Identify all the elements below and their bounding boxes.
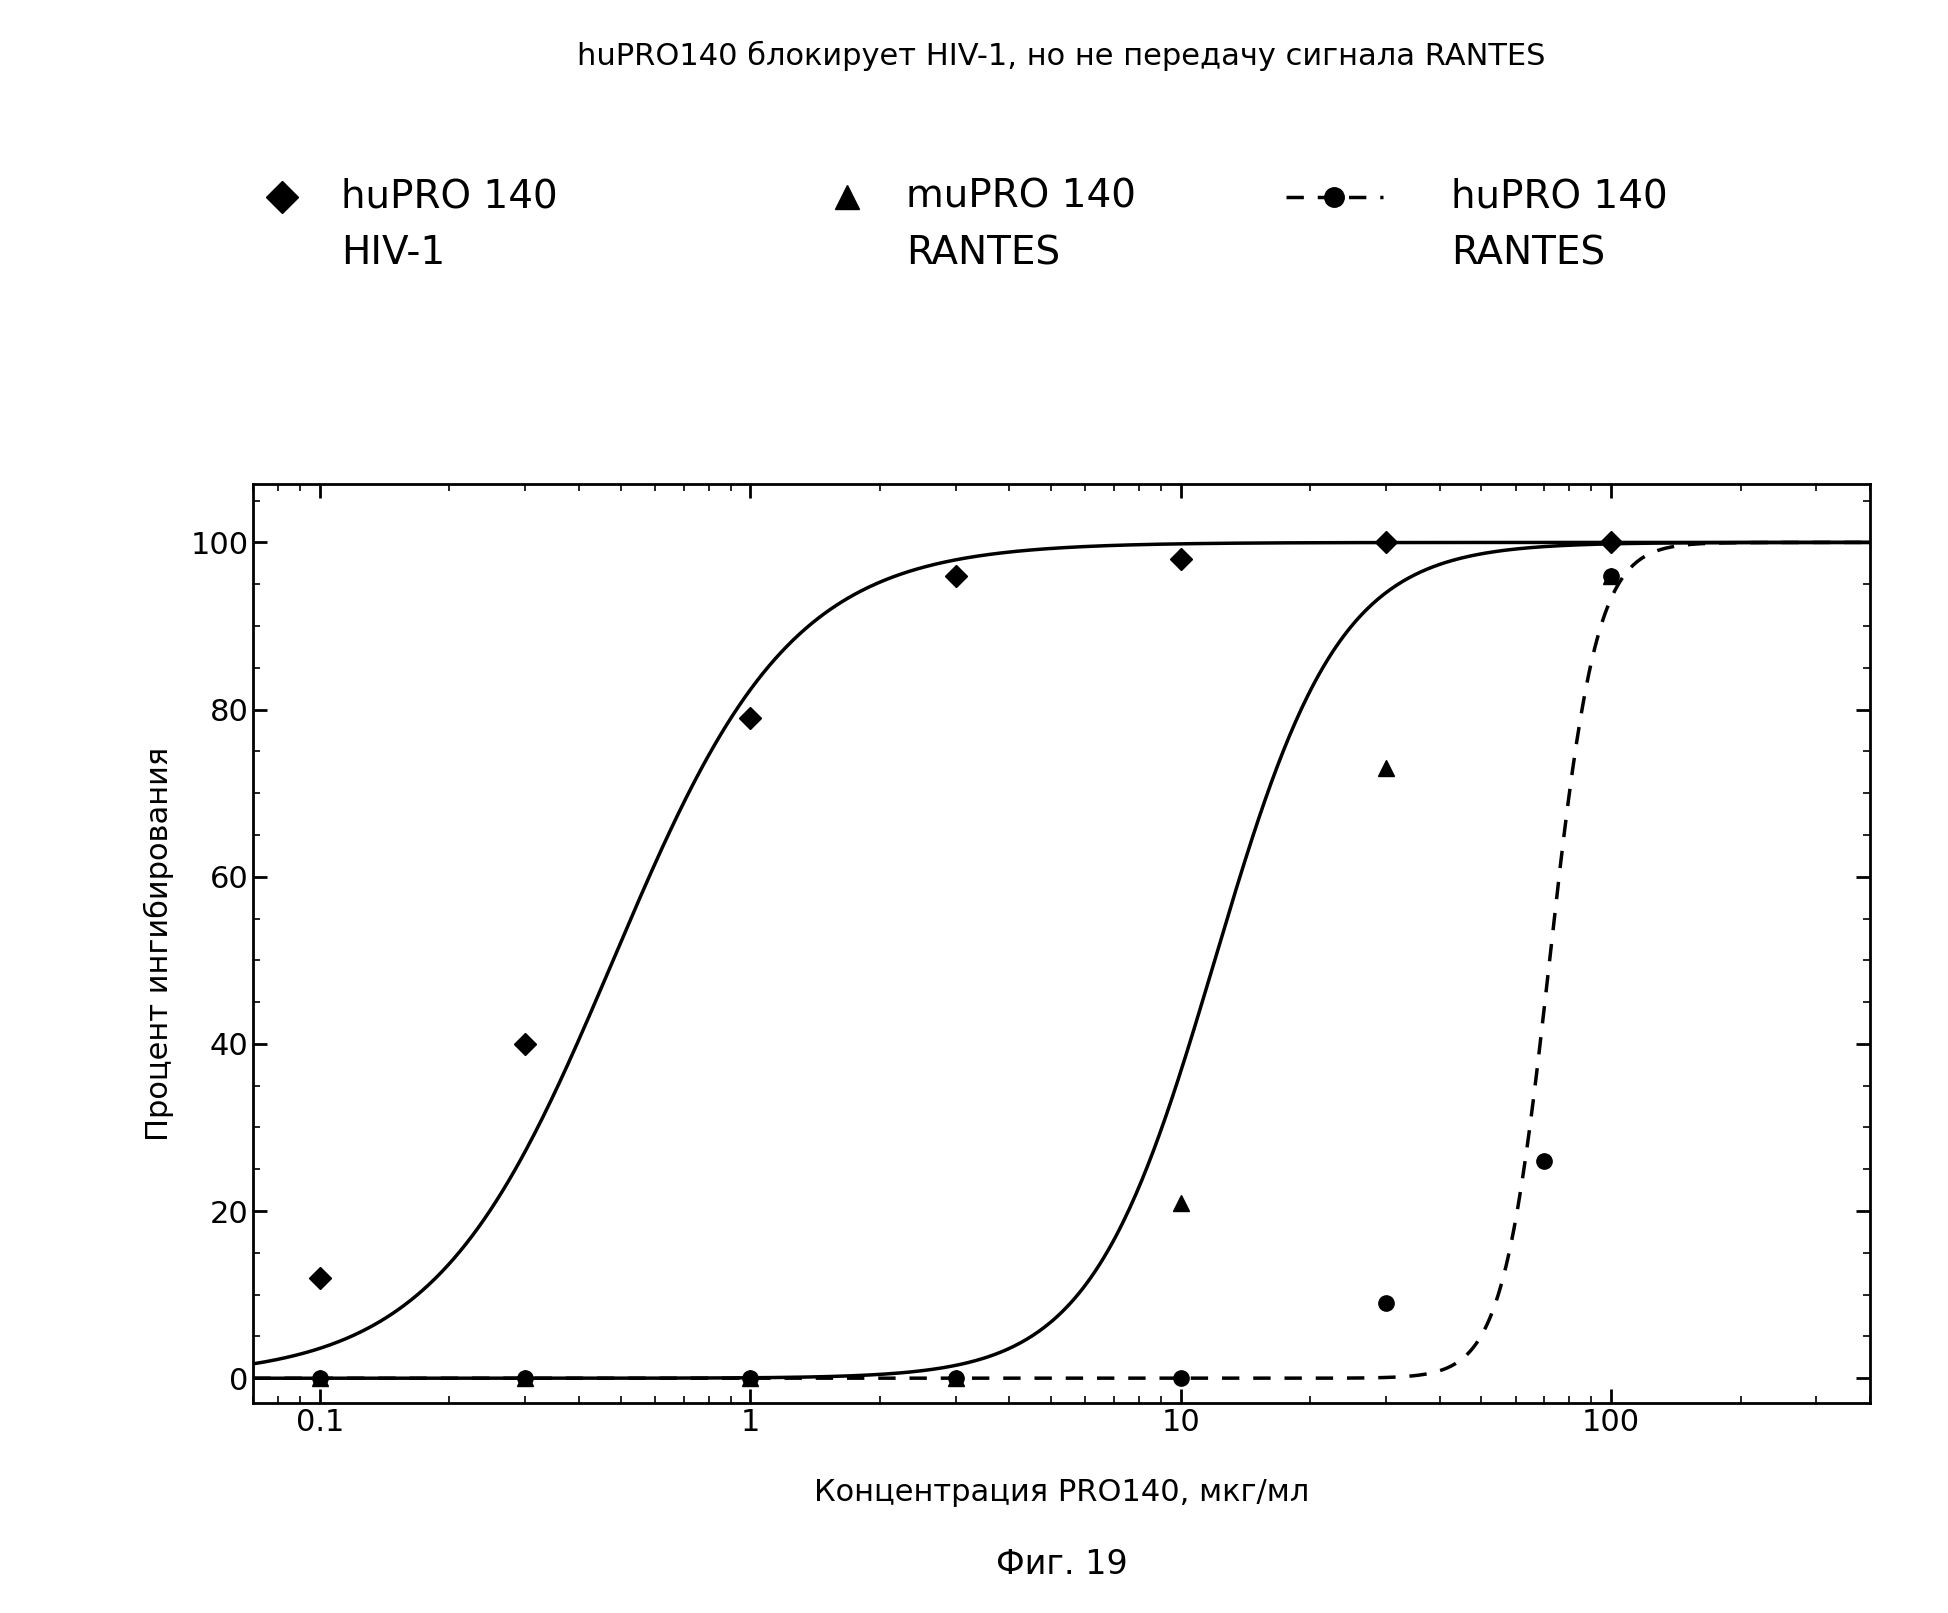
Text: huPRO 140: huPRO 140 [341,177,557,216]
Text: muPRO 140: muPRO 140 [906,177,1136,216]
Text: HIV-1: HIV-1 [341,234,446,273]
Text: Концентрация PRO140, мкг/мл: Концентрация PRO140, мкг/мл [814,1478,1309,1507]
Text: RANTES: RANTES [1451,234,1605,273]
Text: huPRO140 блокирует HIV-1, но не передачу сигнала RANTES: huPRO140 блокирует HIV-1, но не передачу… [577,40,1547,71]
Y-axis label: Процент ингибирования: Процент ингибирования [144,747,173,1140]
Text: RANTES: RANTES [906,234,1060,273]
Text: huPRO 140: huPRO 140 [1451,177,1667,216]
Text: Фиг. 19: Фиг. 19 [995,1548,1128,1581]
